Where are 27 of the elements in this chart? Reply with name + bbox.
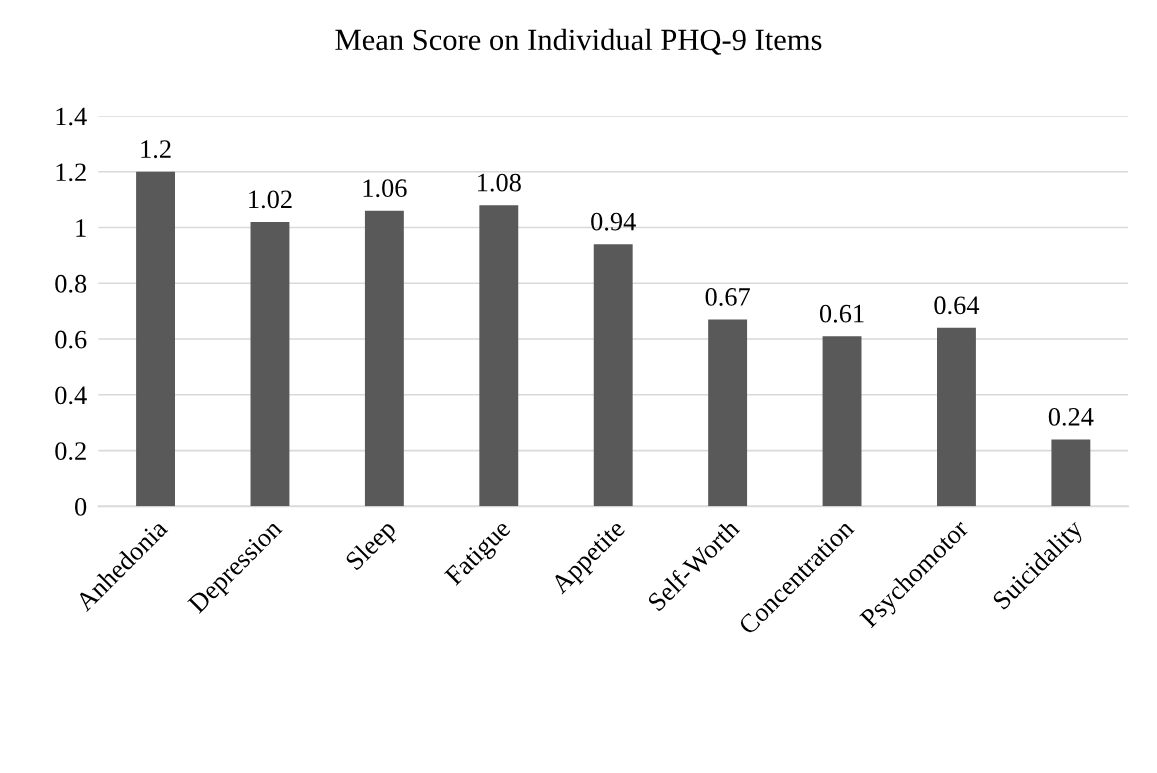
bar [479,205,519,507]
bar [364,210,404,507]
y-tick-label: 0.8 [55,274,87,293]
y-tick-label: 1.4 [56,107,87,126]
y-tick-label: 0 [75,497,87,516]
data-label: 0.24 [1048,407,1094,426]
data-label: 1.06 [363,179,407,198]
y-tick-label: 0.4 [55,386,87,405]
data-label: 1.02 [249,190,292,209]
bar [593,244,633,507]
data-label: 0.94 [591,212,636,231]
data-label: 0.64 [934,296,980,315]
bar [250,221,290,507]
data-label: 0.67 [705,288,750,306]
y-tick-label: 0.6 [55,330,87,349]
chart-title: Mean Score on Individual PHQ-9 Items [335,28,822,55]
data-label: 1.2 [141,140,171,159]
bar [822,336,862,507]
y-tick-label: 1.2 [56,163,86,182]
bar [708,319,748,507]
y-tick-label: 1 [76,219,86,237]
bar [136,171,175,507]
bar [1051,439,1091,507]
bar [937,327,976,507]
y-tick-label: 0.2 [55,442,86,461]
data-label: 1.08 [478,173,521,192]
data-label: 0.61 [819,304,864,323]
